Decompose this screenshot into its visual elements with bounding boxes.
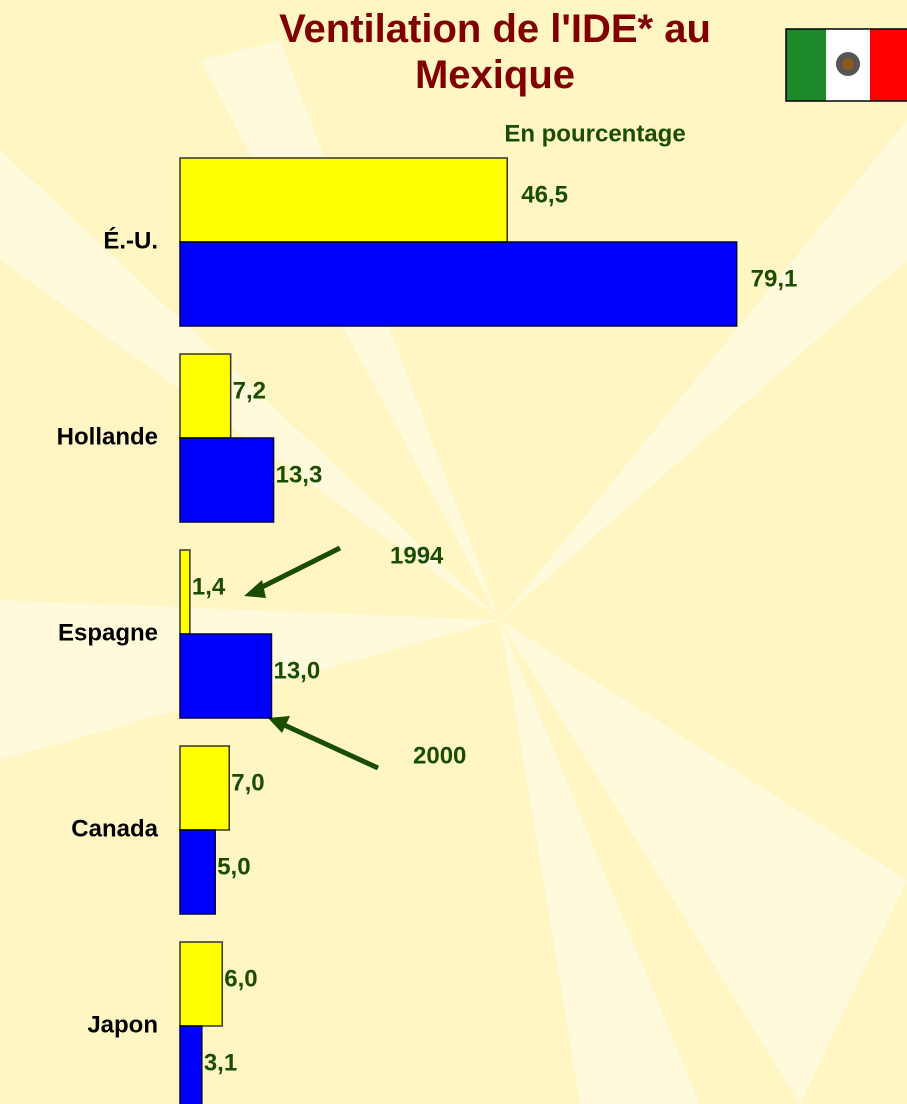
value-label: 13,3 [276, 461, 323, 488]
chart-title: Ventilation de l'IDE* au Mexique [279, 7, 711, 97]
value-label: 1,4 [192, 573, 226, 600]
flag [785, 28, 907, 102]
bar [179, 437, 275, 523]
value-label: 3,1 [204, 1049, 237, 1076]
bar [179, 549, 191, 635]
category-label: Espagne [58, 619, 158, 646]
value-label: 7,2 [233, 377, 266, 404]
annotation-arrows [244, 545, 380, 771]
series-annotation: 2000 [413, 742, 466, 769]
series-annotation: 1994 [390, 542, 444, 569]
value-label: 13,0 [273, 657, 320, 684]
bar [179, 1025, 203, 1104]
value-label: 7,0 [231, 769, 264, 796]
category-label: Canada [71, 815, 158, 842]
category-label: Japon [87, 1011, 158, 1038]
value-label: 46,5 [521, 181, 568, 208]
bar [179, 745, 231, 831]
value-label: 79,1 [751, 265, 798, 292]
bar [179, 941, 223, 1027]
value-label: 5,0 [217, 853, 250, 880]
bar [179, 829, 216, 915]
bar [179, 241, 738, 327]
bar [179, 633, 273, 719]
background-rays [0, 40, 907, 1104]
subtitle: En pourcentage [504, 120, 685, 147]
category-label: Hollande [57, 423, 158, 450]
bar [179, 353, 232, 439]
bar [179, 157, 508, 243]
category-label: É.-U. [103, 226, 158, 254]
value-label: 6,0 [224, 965, 257, 992]
